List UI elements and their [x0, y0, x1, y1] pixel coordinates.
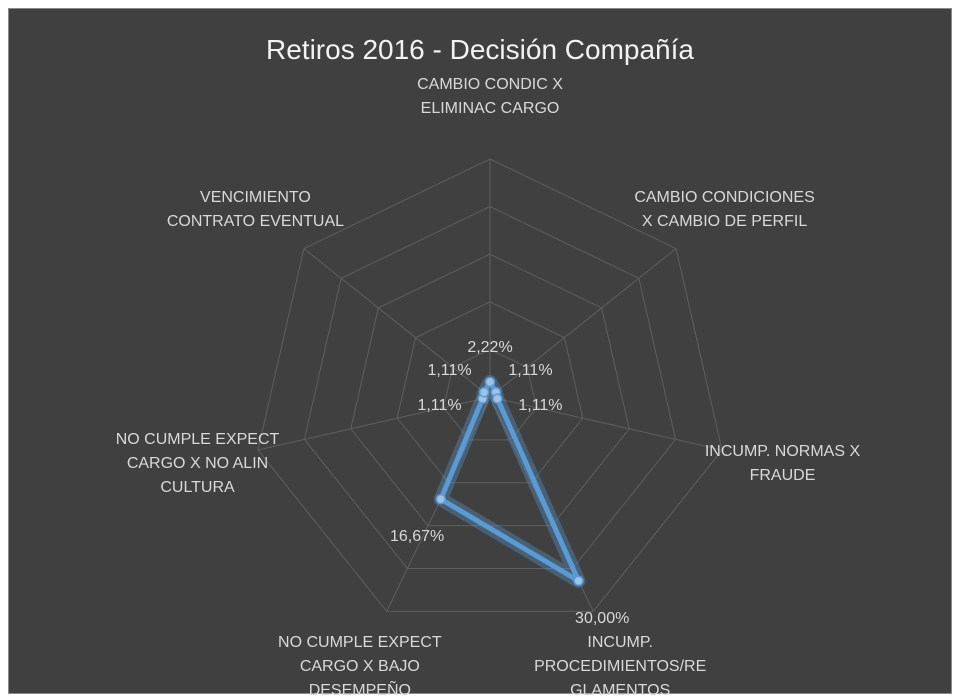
- data-point: [435, 493, 447, 505]
- grid-ring: [443, 348, 537, 441]
- data-label: 16,67%: [389, 527, 445, 545]
- category-label: INCUMP. NORMAS X FRAUDE: [704, 442, 861, 484]
- spoke: [489, 248, 677, 398]
- data-label: 30,00%: [575, 609, 630, 627]
- grid-ring: [396, 301, 584, 484]
- data-label: 2,22%: [467, 338, 513, 356]
- category-label: CAMBIO CONDIC X ELIMINAC CARGO: [417, 76, 563, 117]
- data-label: 1,11%: [417, 397, 462, 415]
- category-label: INCUMP. PROCEDIMIENTOS/RE GLAMENTOS: [534, 634, 707, 700]
- spoke: [257, 396, 491, 451]
- data-point: [484, 376, 496, 388]
- chart-area: [8, 8, 952, 694]
- data-label: 1,11%: [427, 362, 472, 380]
- category-label: NO CUMPLE EXPECT CARGO X BAJO DESEMPEÑO: [278, 634, 442, 700]
- category-label: VENCIMIENTO CONTRATO EVENTUAL: [166, 188, 345, 230]
- data-label: 1,11%: [518, 397, 563, 415]
- grid-ring: [257, 158, 723, 612]
- data-label: 1,11%: [508, 362, 553, 380]
- chart-title: Retiros 2016 - Decisión Compañía: [266, 34, 694, 65]
- data-point: [478, 387, 490, 398]
- grid-ring: [303, 206, 677, 570]
- spoke: [386, 396, 491, 612]
- data-point: [492, 393, 503, 404]
- data-point: [573, 575, 584, 587]
- spoke: [303, 248, 491, 398]
- category-label: NO CUMPLE EXPECT CARGO X NO ALIN CULTURA: [115, 430, 280, 496]
- category-label: CAMBIO CONDICIONES X CAMBIO DE PERFIL: [634, 188, 815, 230]
- spoke: [489, 396, 723, 451]
